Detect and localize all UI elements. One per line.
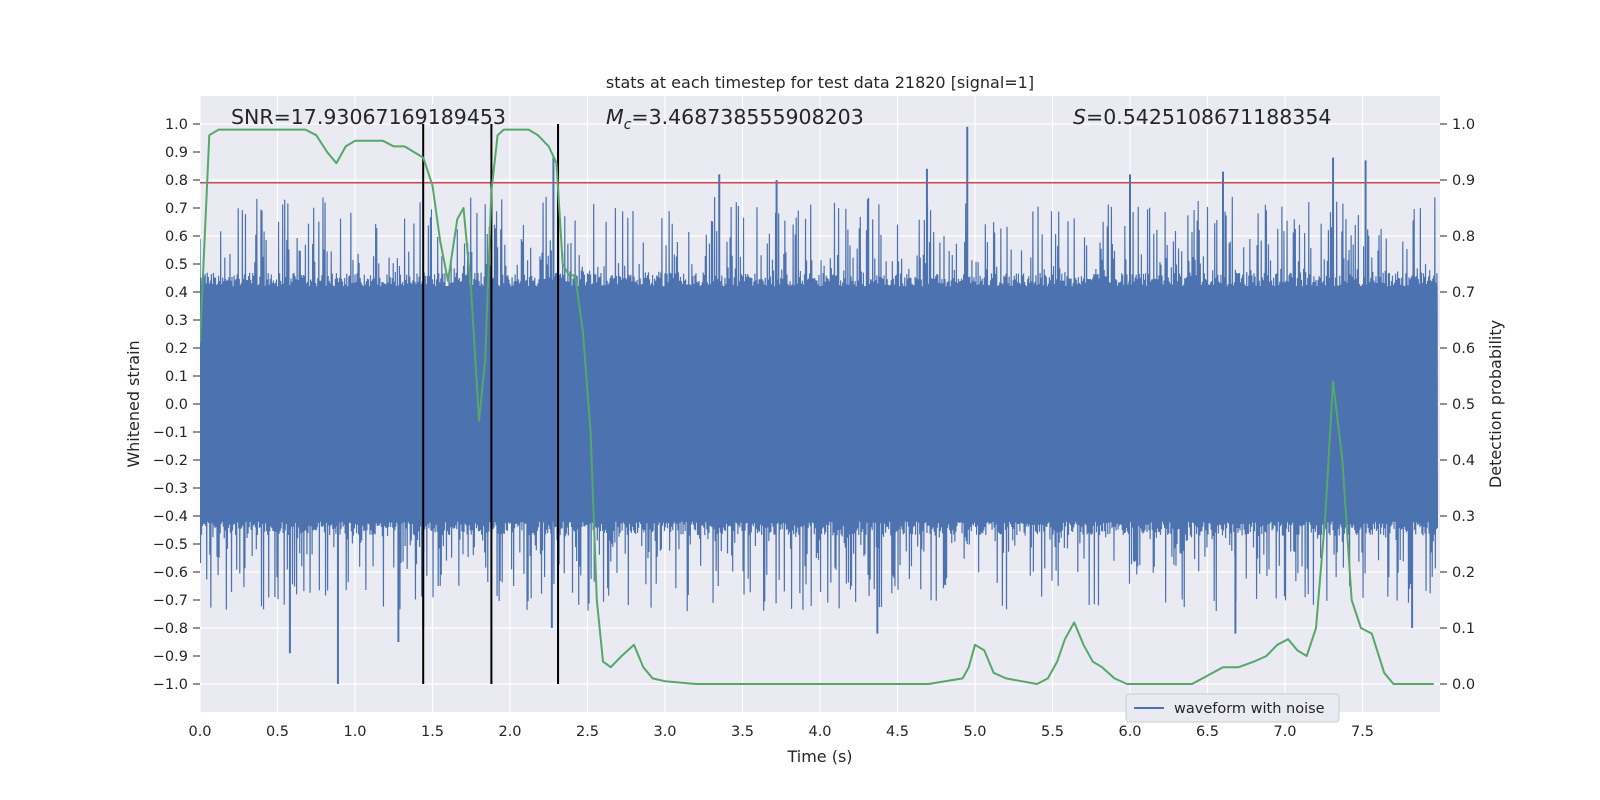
x-tick-label: 0.0 — [188, 724, 211, 740]
chart-title: stats at each timestep for test data 218… — [606, 73, 1034, 92]
x-tick-label: 7.5 — [1351, 724, 1374, 740]
y-tick-label: 0.6 — [165, 229, 188, 245]
x-tick-label: 5.0 — [963, 724, 986, 740]
y2-tick-label: 0.8 — [1452, 229, 1475, 245]
y-tick-label: 0.7 — [165, 201, 188, 217]
y-tick-label: −0.6 — [153, 565, 188, 581]
y-tick-label: −0.8 — [153, 621, 188, 637]
y2-axis-label: Detection probability — [1486, 320, 1505, 488]
x-tick-label: 6.0 — [1118, 724, 1141, 740]
x-tick-label: 0.5 — [266, 724, 289, 740]
y2-tick-label: 0.2 — [1452, 565, 1475, 581]
legend: waveform with noise — [1125, 693, 1340, 723]
x-tick-label: 2.5 — [576, 724, 599, 740]
x-tick-label: 7.0 — [1273, 724, 1296, 740]
y2-tick-label: 0.0 — [1452, 677, 1475, 693]
y-tick-label: −0.2 — [153, 453, 188, 469]
x-tick-label: 1.0 — [343, 724, 366, 740]
spin-annotation: S=0.5425108671188354 — [1073, 105, 1331, 129]
legend-label: waveform with noise — [1174, 701, 1325, 717]
detection-probability-series — [200, 128, 1434, 685]
y-axis-label: Whitened strain — [124, 340, 143, 467]
y2-tick-label: 0.9 — [1452, 173, 1475, 189]
y2-tick-label: 0.3 — [1452, 509, 1475, 525]
y-tick-label: −0.3 — [153, 481, 188, 497]
y2-tick-label: 0.4 — [1452, 453, 1475, 469]
y-tick-label: 0.3 — [165, 313, 188, 329]
x-tick-label: 6.5 — [1196, 724, 1219, 740]
y-tick-label: −0.5 — [153, 537, 188, 553]
y2-tick-label: 1.0 — [1452, 117, 1475, 133]
y-tick-label: 0.0 — [165, 397, 188, 413]
y-tick-label: −0.7 — [153, 593, 188, 609]
snr-annotation: SNR=17.93067169189453 — [231, 105, 506, 129]
y-tick-label: 0.1 — [165, 369, 188, 385]
y-tick-label: 0.5 — [165, 257, 188, 273]
y-tick-label: −0.1 — [153, 425, 188, 441]
x-axis-label: Time (s) — [786, 747, 852, 766]
legend-box — [1125, 693, 1340, 723]
y2-tick-label: 0.5 — [1452, 397, 1475, 413]
x-tick-label: 3.0 — [653, 724, 676, 740]
y-tick-label: −0.9 — [153, 649, 188, 665]
y-tick-label: 1.0 — [165, 117, 188, 133]
x-tick-label: 3.5 — [731, 724, 754, 740]
x-tick-label: 4.0 — [808, 724, 831, 740]
y-tick-label: −1.0 — [153, 677, 188, 693]
y2-tick-label: 0.7 — [1452, 285, 1475, 301]
chirp-mass-annotation: Mc=3.468738555908203 — [606, 105, 864, 133]
y-tick-label: −0.4 — [153, 509, 188, 525]
x-tick-label: 5.5 — [1041, 724, 1064, 740]
y-tick-label: 0.8 — [165, 173, 188, 189]
waveform-core-band — [200, 286, 1438, 522]
x-tick-label: 1.5 — [421, 724, 444, 740]
x-tick-label: 4.5 — [886, 724, 909, 740]
y2-tick-label: 0.1 — [1452, 621, 1475, 637]
plot-content — [200, 124, 1440, 685]
y-tick-label: 0.9 — [165, 145, 188, 161]
y-tick-label: 0.4 — [165, 285, 188, 301]
y-tick-label: 0.2 — [165, 341, 188, 357]
x-tick-label: 2.0 — [498, 724, 521, 740]
y2-tick-label: 0.6 — [1452, 341, 1475, 357]
